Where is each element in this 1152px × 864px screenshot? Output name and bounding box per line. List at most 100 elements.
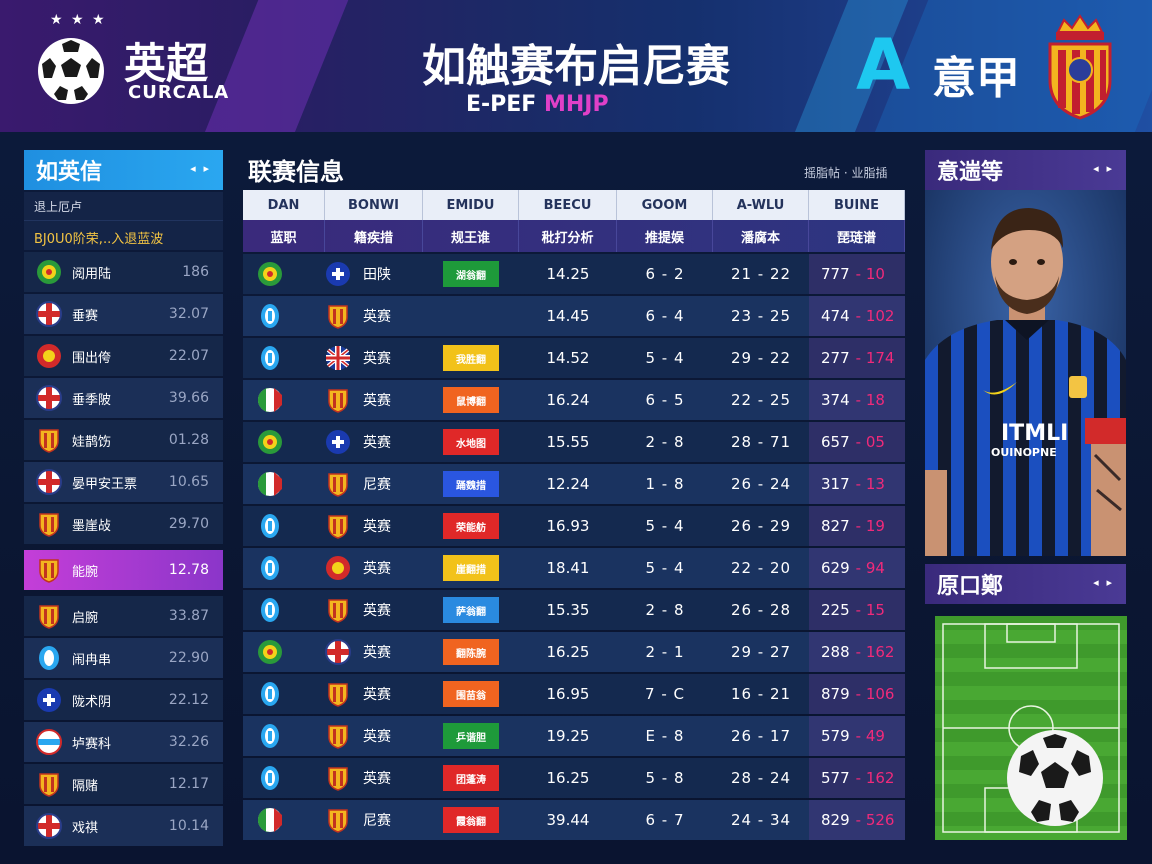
- left-list-item[interactable]: 能腕 12.78: [24, 550, 223, 590]
- table-row[interactable]: 尼赛 霞翁翻 39.44 6 - 7 24 - 34 829 - 526: [243, 800, 905, 840]
- points-value: 827: [821, 517, 850, 535]
- orange-shield-icon: [36, 603, 62, 629]
- featured-player-card[interactable]: ITMLI OUINOPNE: [925, 190, 1126, 556]
- right-panel-arrows-icon-2[interactable]: ◂ ▸: [1093, 576, 1114, 589]
- premier-league-ball-icon[interactable]: [36, 36, 106, 106]
- status-badge[interactable]: 团蓬涛: [443, 765, 499, 791]
- table-row[interactable]: 英赛 水地图 15.55 2 - 8 28 - 71 657 - 05: [243, 422, 905, 462]
- column-header[interactable]: A-WLU: [713, 190, 809, 220]
- column-subheader[interactable]: 蓝职: [243, 220, 325, 252]
- status-badge[interactable]: 霞翁翻: [443, 807, 499, 833]
- team-cell[interactable]: 英赛: [325, 506, 423, 546]
- status-badge[interactable]: 围苗翁: [443, 681, 499, 707]
- team-cell[interactable]: 英赛: [325, 338, 423, 378]
- table-row[interactable]: 英赛 乒谐胆 19.25 E - 8 26 - 17 579 - 49: [243, 716, 905, 756]
- column-header[interactable]: DAN: [243, 190, 325, 220]
- status-badge[interactable]: 乒谐胆: [443, 723, 499, 749]
- points-cell: 657 - 05: [809, 422, 905, 462]
- table-meta[interactable]: 摇脂帖 · 业脂插: [804, 166, 888, 180]
- table-row[interactable]: 英赛 崖翻措 18.41 5 - 4 22 - 20 629 - 94: [243, 548, 905, 588]
- right-league-name[interactable]: 意甲: [932, 53, 1020, 104]
- right-panel-arrows-icon[interactable]: ◂ ▸: [1093, 162, 1114, 175]
- team-cell[interactable]: 英赛: [325, 296, 423, 336]
- left-list-item[interactable]: 围出侉 22.07: [24, 336, 223, 376]
- table-row[interactable]: 田陕 湖翁翻 14.25 6 - 2 21 - 22 777 - 10: [243, 254, 905, 294]
- team-cell[interactable]: 英赛: [325, 674, 423, 714]
- home-crest-cell: [243, 296, 325, 336]
- status-badge[interactable]: 踊魏措: [443, 471, 499, 497]
- score-cell: 5 - 8: [645, 769, 685, 787]
- column-subheader[interactable]: 规王谁: [423, 220, 519, 252]
- column-subheader[interactable]: 籍疾措: [325, 220, 423, 252]
- left-list-item[interactable]: 隔赌 12.17: [24, 764, 223, 804]
- team-cell[interactable]: 英赛: [325, 590, 423, 630]
- table-row[interactable]: 英赛 荣能舫 16.93 5 - 4 26 - 29 827 - 19: [243, 506, 905, 546]
- column-subheader[interactable]: 秕打分析: [519, 220, 617, 252]
- team-cell[interactable]: 尼赛: [325, 800, 423, 840]
- team-cell[interactable]: 英赛: [325, 380, 423, 420]
- team-cell[interactable]: 英赛: [325, 758, 423, 798]
- badge-cell: 霞翁翻: [423, 800, 519, 840]
- light-blue-crest-icon: [257, 597, 283, 623]
- table-row[interactable]: 英赛 翻陈腕 16.25 2 - 1 29 - 27 288 - 162: [243, 632, 905, 672]
- serie-a-logo-icon[interactable]: A: [856, 24, 911, 106]
- home-crest-cell: [243, 800, 325, 840]
- table-row[interactable]: 英赛 围苗翁 16.95 7 - C 16 - 21 879 - 106: [243, 674, 905, 714]
- left-list-item[interactable]: 阅用陆 186: [24, 252, 223, 292]
- left-list-item[interactable]: 墨崖敁 29.70: [24, 504, 223, 544]
- column-header[interactable]: BONWI: [325, 190, 423, 220]
- left-list-item[interactable]: 晏甲安王票 10.65: [24, 462, 223, 502]
- table-row[interactable]: 英赛 我胜翻 14.52 5 - 4 29 - 22 277 - 174: [243, 338, 905, 378]
- team-cell[interactable]: 英赛: [325, 422, 423, 462]
- left-panel-arrows-icon[interactable]: ◂ ▸: [190, 162, 211, 175]
- status-badge[interactable]: 我胜翻: [443, 345, 499, 371]
- team-cell[interactable]: 田陕: [325, 254, 423, 294]
- range-cell: 16 - 21: [730, 685, 792, 703]
- table-row[interactable]: 尼赛 踊魏措 12.24 1 - 8 26 - 24 317 - 13: [243, 464, 905, 504]
- table-row[interactable]: 英赛 鼠博翻 16.24 6 - 5 22 - 25 374 - 18: [243, 380, 905, 420]
- left-list-item[interactable]: 娃鹊饬 01.28: [24, 420, 223, 460]
- status-badge[interactable]: 鼠博翻: [443, 387, 499, 413]
- left-list-item[interactable]: 闹冉串 22.90: [24, 638, 223, 678]
- column-header[interactable]: EMIDU: [423, 190, 519, 220]
- soccer-ball-icon: [1007, 730, 1103, 826]
- column-subheader[interactable]: 琵琏谱: [809, 220, 905, 252]
- column-subheader[interactable]: 推提娱: [617, 220, 713, 252]
- left-list-item[interactable]: 戏祺 10.14: [24, 806, 223, 846]
- badge-cell: 崖翻措: [423, 548, 519, 588]
- left-list-item[interactable]: 启腕 33.87: [24, 596, 223, 636]
- column-subheader[interactable]: 潘腐本: [713, 220, 809, 252]
- table-row[interactable]: 英赛 萨翁翻 15.35 2 - 8 26 - 28 225 - 15: [243, 590, 905, 630]
- time-cell: 14.45: [546, 307, 590, 325]
- table-row[interactable]: 英赛 14.45 6 - 4 23 - 25 474 - 102: [243, 296, 905, 336]
- column-header[interactable]: BUINE: [809, 190, 905, 220]
- team-name: 英赛: [363, 561, 391, 577]
- table-row[interactable]: 英赛 团蓬涛 16.25 5 - 8 28 - 24 577 - 162: [243, 758, 905, 798]
- left-item-value: 32.26: [168, 734, 209, 750]
- range-cell: 22 - 20: [730, 559, 792, 577]
- score-cell: E - 8: [645, 727, 685, 745]
- column-header[interactable]: BEECU: [519, 190, 617, 220]
- left-list-item[interactable]: 垂赛 32.07: [24, 294, 223, 334]
- status-badge[interactable]: 湖翁翻: [443, 261, 499, 287]
- time-cell: 19.25: [546, 727, 590, 745]
- status-badge[interactable]: 荣能舫: [443, 513, 499, 539]
- team-cell[interactable]: 英赛: [325, 548, 423, 588]
- team-cell[interactable]: 英赛: [325, 632, 423, 672]
- uk-flag-icon: [325, 345, 351, 371]
- team-cell[interactable]: 英赛: [325, 716, 423, 756]
- column-header[interactable]: GOOM: [617, 190, 713, 220]
- left-item-value: 22.12: [168, 692, 209, 708]
- status-badge[interactable]: 崖翻措: [443, 555, 499, 581]
- points-cell: 579 - 49: [809, 716, 905, 756]
- team-cell[interactable]: 尼赛: [325, 464, 423, 504]
- left-list-item[interactable]: 垂季陂 39.66: [24, 378, 223, 418]
- status-badge[interactable]: 水地图: [443, 429, 499, 455]
- left-list-item[interactable]: 垆赛科 32.26: [24, 722, 223, 762]
- team-name: 英赛: [363, 309, 391, 325]
- left-league-name[interactable]: 英超: [124, 39, 209, 88]
- status-badge[interactable]: 翻陈腕: [443, 639, 499, 665]
- crown-crest-icon[interactable]: [1044, 14, 1116, 120]
- left-list-item[interactable]: 陇术阴 22.12: [24, 680, 223, 720]
- status-badge[interactable]: 萨翁翻: [443, 597, 499, 623]
